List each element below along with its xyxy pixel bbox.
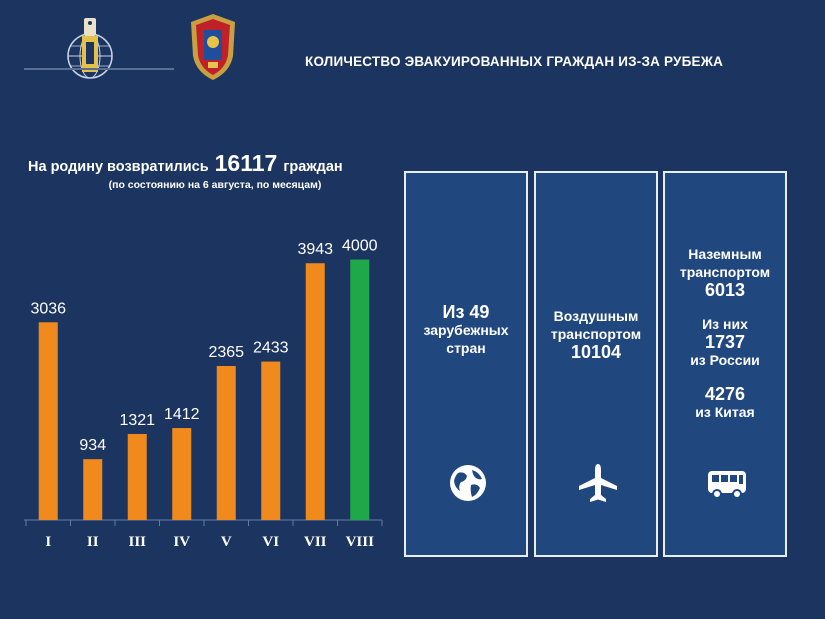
bar-value-label: 2433 (253, 340, 289, 357)
bar-II (83, 459, 103, 520)
bar-I (38, 322, 58, 520)
ground-label-line1: Наземным (688, 246, 762, 262)
bar-value-label: 934 (79, 437, 106, 454)
air-value: 10104 (570, 342, 622, 362)
x-tick-label: VII (304, 534, 327, 550)
bar-value-label: 3036 (30, 300, 66, 317)
x-tick-label: VIII (346, 534, 375, 550)
panel-ground-transport: Наземным транспортом 6013 Из них 1737 из… (663, 171, 787, 557)
countries-count: Из 49 (442, 302, 490, 322)
bar-IV (172, 428, 192, 520)
x-tick-label: II (87, 534, 99, 550)
bar-value-label: 2365 (208, 344, 244, 361)
page-title: КОЛИЧЕСТВО ЭВАКУИРОВАННЫХ ГРАЖДАН ИЗ-ЗА … (305, 54, 724, 69)
monthly-bar-chart: 3036 I 934 II 1321 III 1412 IV 2365 V 2433 VI 3943 VI… (24, 238, 383, 550)
china-label: из Китая (695, 404, 755, 420)
summary-headline: На родину возвратились 16117 граждан (28, 150, 398, 177)
russia-value: 1737 (704, 332, 746, 352)
bus-icon (708, 471, 746, 499)
bar-value-label: 4000 (342, 238, 378, 255)
russia-label: из России (690, 352, 760, 368)
panel-air-transport: Воздушным транспортом 10104 (534, 171, 658, 557)
air-label-line2: транспортом (550, 326, 642, 342)
bar-VII (305, 263, 325, 520)
summary-suffix: граждан (283, 159, 343, 175)
bar-III (127, 433, 147, 520)
ground-sub-label: Из них (702, 316, 748, 332)
air-label-line1: Воздушным (553, 308, 639, 324)
logo-caption-decoration (24, 68, 174, 70)
ground-label-line2: транспортом (679, 264, 771, 280)
police-badge-logo (191, 14, 235, 80)
bar-V (216, 366, 236, 520)
ground-value: 6013 (704, 280, 746, 300)
china-value: 4276 (704, 384, 746, 404)
bar-value-label: 1321 (119, 412, 155, 429)
bar-VI (261, 361, 281, 520)
mongolia-emblem-logo (67, 18, 113, 79)
summary-prefix: На родину возвратились (28, 159, 209, 175)
x-tick-label: IV (173, 534, 190, 550)
x-tick-label: I (45, 534, 51, 550)
summary-total: 16117 (214, 150, 278, 176)
x-tick-label: V (221, 534, 232, 550)
bar-VIII (350, 259, 370, 520)
bar-value-label: 1412 (164, 406, 200, 423)
bar-value-label: 3943 (297, 241, 333, 258)
globe-icon (450, 465, 486, 501)
x-tick-label: VI (262, 534, 279, 550)
panel-countries: Из 49 зарубежных стран (404, 171, 528, 557)
airplane-icon (579, 464, 617, 502)
summary-note: (по состоянию на 6 августа, по месяцам) (108, 179, 322, 191)
countries-label-line2: зарубежных (423, 322, 509, 338)
countries-label-line3: стран (446, 340, 486, 356)
x-tick-label: III (128, 534, 146, 550)
